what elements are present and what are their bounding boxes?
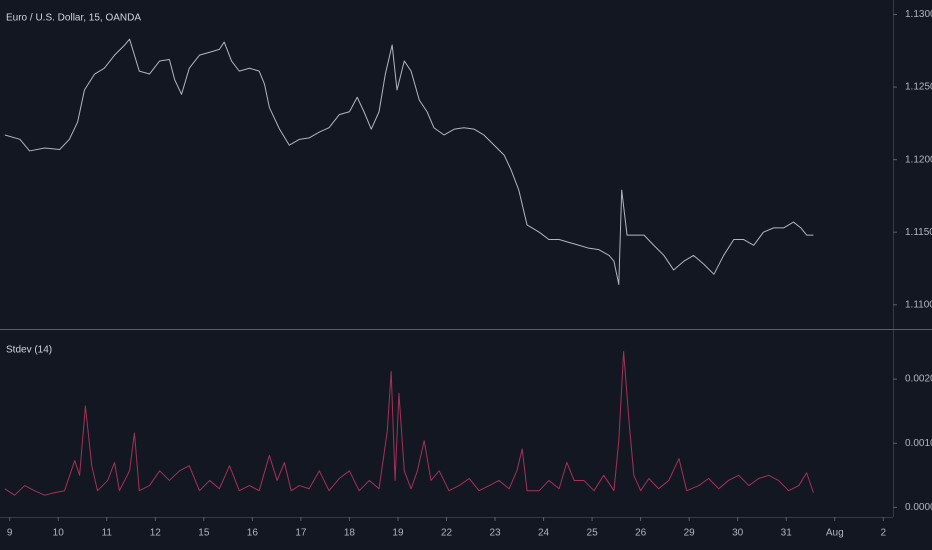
indicator-title: Stdev (14)	[6, 345, 52, 356]
x-tick-label: 18	[344, 528, 356, 539]
x-tick-label: 25	[587, 528, 599, 539]
x-tick-label: 15	[198, 528, 210, 539]
y-tick-label: 1.1100	[905, 299, 932, 310]
x-tick-label: 29	[684, 528, 696, 539]
x-tick-label: 31	[781, 528, 793, 539]
x-tick-label: 16	[247, 528, 259, 539]
series-line	[4, 38, 814, 285]
y-tick-label: 0.0020	[905, 374, 932, 385]
y-tick-label: 1.1150	[905, 227, 932, 238]
x-tick-label: 12	[150, 528, 162, 539]
x-tick-label: 23	[489, 528, 501, 539]
x-tick-label: 22	[441, 528, 453, 539]
x-tick-label: 26	[635, 528, 647, 539]
x-tick-label: 10	[53, 528, 65, 539]
series-line	[4, 351, 814, 496]
x-tick-label: Aug	[826, 528, 844, 539]
x-tick-label: 11	[102, 528, 113, 539]
x-tick-label: 30	[732, 528, 744, 539]
x-tick-label: 2	[881, 528, 887, 539]
x-tick-label: 24	[538, 528, 550, 539]
x-tick-label: 9	[7, 528, 13, 539]
y-tick-label: 1.1250	[905, 82, 932, 93]
y-tick-label: 1.1200	[905, 154, 932, 165]
chart-title: Euro / U.S. Dollar, 15, OANDA	[6, 13, 141, 24]
x-tick-label: 19	[392, 528, 404, 539]
x-tick-label: 17	[295, 528, 307, 539]
